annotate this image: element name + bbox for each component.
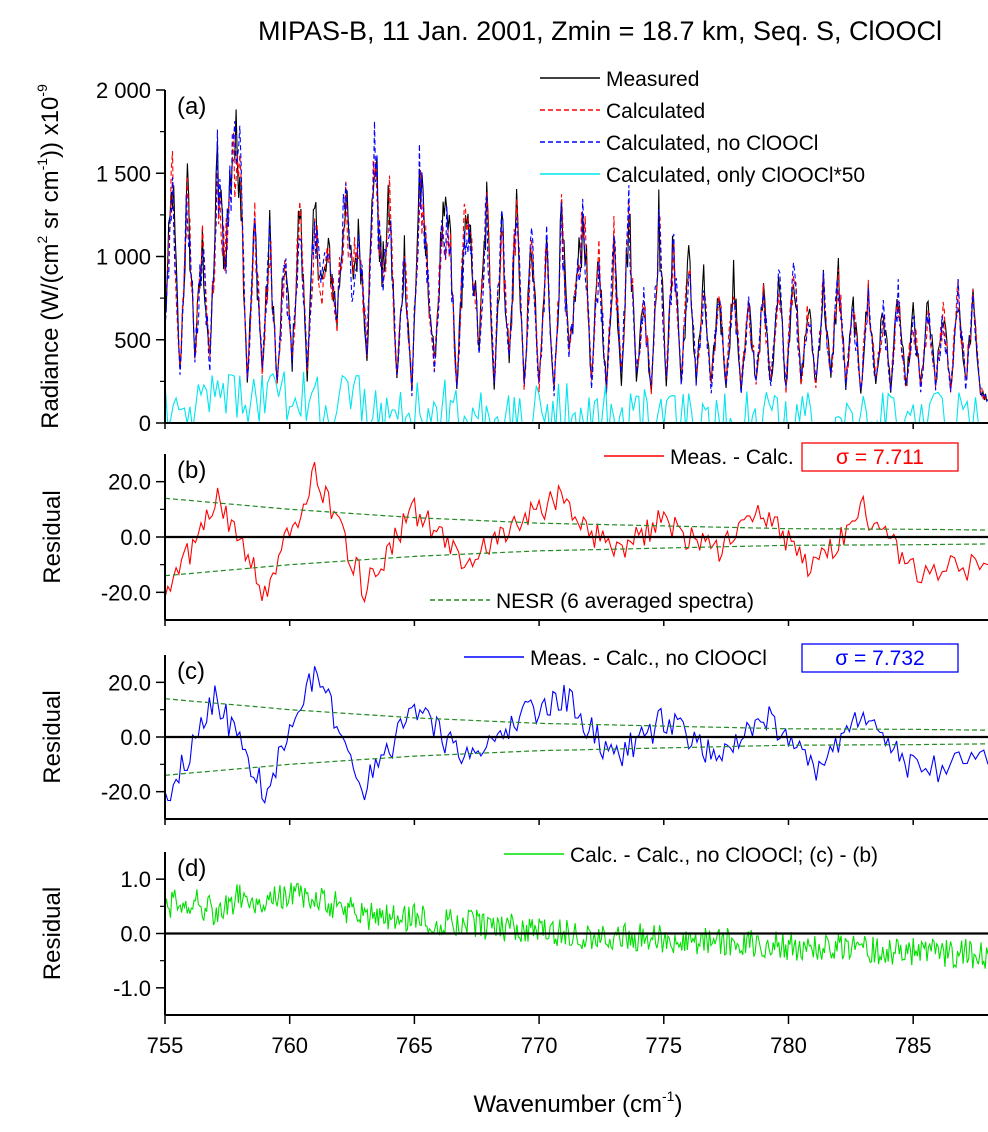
legend-label-c-0: Meas. - Calc., no ClOOCl xyxy=(530,647,767,670)
y-axis-title-part-5: -9 xyxy=(34,84,50,97)
sigma-box-c xyxy=(801,643,959,673)
y-tick-label-c-1: 0.0 xyxy=(120,725,151,750)
x-axis-title-tail: ) xyxy=(674,1091,682,1118)
x-axis-title-superscript: -1 xyxy=(662,1088,675,1104)
y-tick-label-c-2: 20.0 xyxy=(108,670,151,695)
legend-label-b-1: NESR (6 averaged spectra) xyxy=(496,590,754,613)
legend-label-a-3: Calculated, only ClOOCl*50 xyxy=(606,164,865,187)
legend-label-a-1: Calculated xyxy=(606,100,705,123)
y-tick-label-a-2: 1 000 xyxy=(96,245,151,270)
panel-b-plot-area xyxy=(165,462,988,604)
y-tick-label-d-0: -1.0 xyxy=(113,976,151,1001)
panel-d-plot-area xyxy=(165,882,988,969)
series-b-1 xyxy=(165,497,988,531)
series-b-1-mirror xyxy=(165,543,988,577)
sigma-box-b xyxy=(801,442,959,472)
legend-a: Measured Calculated Calculated, no ClOOCl C… xyxy=(540,68,865,187)
panel-a: 0 500 1 000 1 500 2 000 (a) Radiance (W/(cm2 s… xyxy=(34,68,988,436)
series-d-0 xyxy=(165,882,988,969)
y-axis-title-part-3: -1 xyxy=(34,158,50,171)
sigma-label-c: σ = 7.732 xyxy=(835,647,924,670)
series-c-1 xyxy=(165,698,988,731)
series-a-3 xyxy=(165,371,988,423)
y-tick-label-a-0: 0 xyxy=(139,411,151,436)
y-axis-title-b: Residual xyxy=(39,490,66,583)
x-tick-label-1: 760 xyxy=(271,1033,308,1058)
y-axis-title-d: Residual xyxy=(39,887,66,980)
panel-tag-c: (c) xyxy=(177,658,205,685)
series-c-1-mirror xyxy=(165,743,988,776)
x-tick-label-5: 780 xyxy=(770,1033,807,1058)
panel-a-plot-area xyxy=(165,109,988,423)
panel-c-plot-area xyxy=(165,666,988,805)
x-tick-label-3: 770 xyxy=(521,1033,558,1058)
x-tick-label-4: 775 xyxy=(645,1033,682,1058)
x-tick-label-0: 755 xyxy=(147,1033,184,1058)
panel-tag-d: (d) xyxy=(177,855,206,882)
y-tick-label-c-0: -20.0 xyxy=(101,780,151,805)
y-tick-label-b-1: 0.0 xyxy=(120,525,151,550)
legend-label-d-0: Calc. - Calc., no ClOOCl; (c) - (b) xyxy=(570,844,878,867)
y-axis-title-part-1: 2 xyxy=(34,236,50,244)
legend-label-b-0: Meas. - Calc. xyxy=(670,446,794,469)
sigma-label-b: σ = 7.711 xyxy=(836,446,924,469)
panel-tag-b: (b) xyxy=(177,457,206,484)
panel-tag-a: (a) xyxy=(177,93,206,120)
panel-b: -20.0 0.0 20.0 (b) Residual Meas. - Calc. NESR… xyxy=(39,442,988,626)
x-axis-title: Wavenumber (cm-1) xyxy=(474,1088,683,1118)
series-a-0 xyxy=(165,109,988,402)
y-axis-title-part-4: )) x10 xyxy=(37,97,64,158)
legend-b: Meas. - Calc. NESR (6 averaged spectra) xyxy=(430,446,794,613)
series-a-2 xyxy=(165,121,988,403)
series-b-0 xyxy=(165,462,988,604)
panel-c: -20.0 0.0 20.0 (c) Residual Meas. - Calc., no… xyxy=(39,643,988,825)
y-axis-title-c: Residual xyxy=(39,690,66,783)
x-tick-label-6: 785 xyxy=(895,1033,932,1058)
legend-label-a-0: Measured xyxy=(606,68,699,91)
y-axis-title-a: Radiance (W/(cm2 sr cm-1)) x10-9 xyxy=(34,84,64,429)
chart-title: MIPAS-B, 11 Jan. 2001, Zmin = 18.7 km, S… xyxy=(258,16,942,46)
panel-d: -1.0 0.0 1.0 755 760 765 770 775 780 785 (d) Residu… xyxy=(39,844,988,1058)
y-tick-label-a-1: 500 xyxy=(114,328,151,353)
y-tick-label-a-3: 1 500 xyxy=(96,161,151,186)
legend-c: Meas. - Calc., no ClOOCl xyxy=(464,647,767,670)
y-tick-label-d-1: 0.0 xyxy=(120,922,151,947)
y-axis-title-part-2: sr cm xyxy=(37,170,64,235)
x-tick-label-2: 765 xyxy=(396,1033,433,1058)
y-tick-label-b-2: 20.0 xyxy=(108,470,151,495)
legend-d: Calc. - Calc., no ClOOCl; (c) - (b) xyxy=(504,844,878,867)
y-tick-label-a-4: 2 000 xyxy=(96,78,151,103)
series-c-0 xyxy=(165,666,988,805)
x-axis-title-main: Wavenumber (cm xyxy=(474,1091,662,1118)
y-tick-label-b-0: -20.0 xyxy=(101,580,151,605)
y-tick-label-d-2: 1.0 xyxy=(120,867,151,892)
legend-label-a-2: Calculated, no ClOOCl xyxy=(606,132,818,155)
y-axis-title-part-0: Radiance (W/(cm xyxy=(37,244,64,429)
